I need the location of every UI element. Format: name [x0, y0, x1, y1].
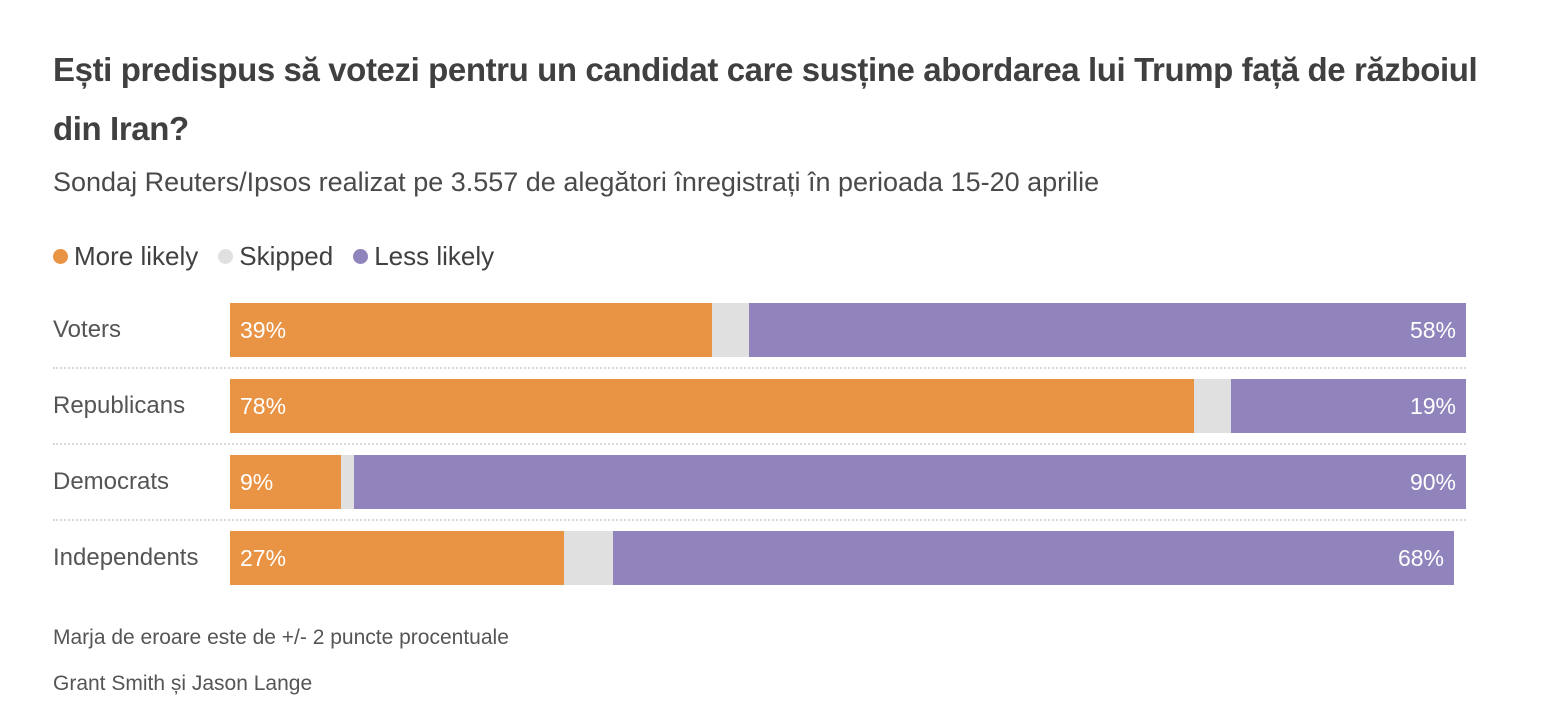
stacked-bar: 78% 19% — [230, 379, 1466, 433]
data-label-less-likely: 58% — [1409, 317, 1456, 343]
chart-title: Ești predispus să votezi pentru un candi… — [53, 51, 1478, 147]
bar-segment-more-likely — [230, 379, 1194, 433]
stacked-bar: 39% 58% — [230, 303, 1466, 357]
row-separator — [53, 519, 1466, 521]
bar-segment-more-likely — [230, 531, 564, 585]
legend-label: More likely — [74, 241, 199, 271]
category-label: Republicans — [53, 392, 186, 419]
bar-segment-less-likely — [1231, 379, 1466, 433]
stacked-bar: 27% 68% — [230, 531, 1466, 585]
bar-segment-skipped — [1194, 379, 1231, 433]
row-separator — [53, 443, 1466, 445]
data-label-less-likely: 68% — [1397, 545, 1444, 571]
row-separator — [53, 367, 1466, 369]
footnote-margin-of-error: Marja de eroare este de +/- 2 puncte pro… — [53, 626, 509, 649]
legend-label: Skipped — [239, 241, 334, 271]
legend-swatch-less-likely — [353, 248, 369, 264]
bar-segment-more-likely — [230, 303, 712, 357]
bar-segment-more-likely — [230, 455, 341, 509]
data-label-less-likely: 19% — [1409, 393, 1456, 419]
bar-row-voters: Voters 39% 58% — [53, 303, 1466, 369]
data-label-more-likely: 27% — [240, 545, 287, 571]
legend-item-more-likely: More likely — [53, 240, 198, 272]
bar-row-republicans: Republicans 78% 19% — [53, 379, 1466, 445]
bar-segment-less-likely — [354, 455, 1466, 509]
data-label-less-likely: 90% — [1409, 469, 1456, 495]
stacked-bar: 9% 90% — [230, 455, 1466, 509]
chart-subtitle: Sondaj Reuters/Ipsos realizat pe 3.557 d… — [53, 167, 1100, 197]
category-label: Democrats — [53, 468, 170, 495]
legend-swatch-more-likely — [53, 248, 68, 264]
category-label: Voters — [53, 316, 122, 343]
bar-segment-skipped — [341, 455, 354, 509]
legend-label: Less likely — [374, 241, 495, 271]
bar-segment-less-likely — [613, 531, 1454, 585]
data-label-more-likely: 39% — [240, 317, 287, 343]
bar-row-independents: Independents 27% 68% — [53, 531, 1466, 585]
category-label: Independents — [53, 544, 199, 571]
legend-item-skipped: Skipped — [218, 240, 333, 272]
bar-segment-skipped — [564, 531, 613, 585]
bar-row-democrats: Democrats 9% 90% — [53, 455, 1466, 521]
bar-segment-less-likely — [749, 303, 1466, 357]
legend: More likely Skipped Less likely — [53, 240, 494, 272]
bar-segment-skipped — [712, 303, 749, 357]
chart-plot-area: Voters 39% 58% Republicans 78% 19% Democrats 9%… — [53, 303, 1466, 607]
data-label-more-likely: 9% — [240, 469, 274, 495]
legend-item-less-likely: Less likely — [353, 240, 494, 272]
data-label-more-likely: 78% — [240, 393, 287, 419]
footnote-credit: Grant Smith și Jason Lange — [53, 672, 313, 695]
legend-swatch-skipped — [218, 248, 234, 264]
